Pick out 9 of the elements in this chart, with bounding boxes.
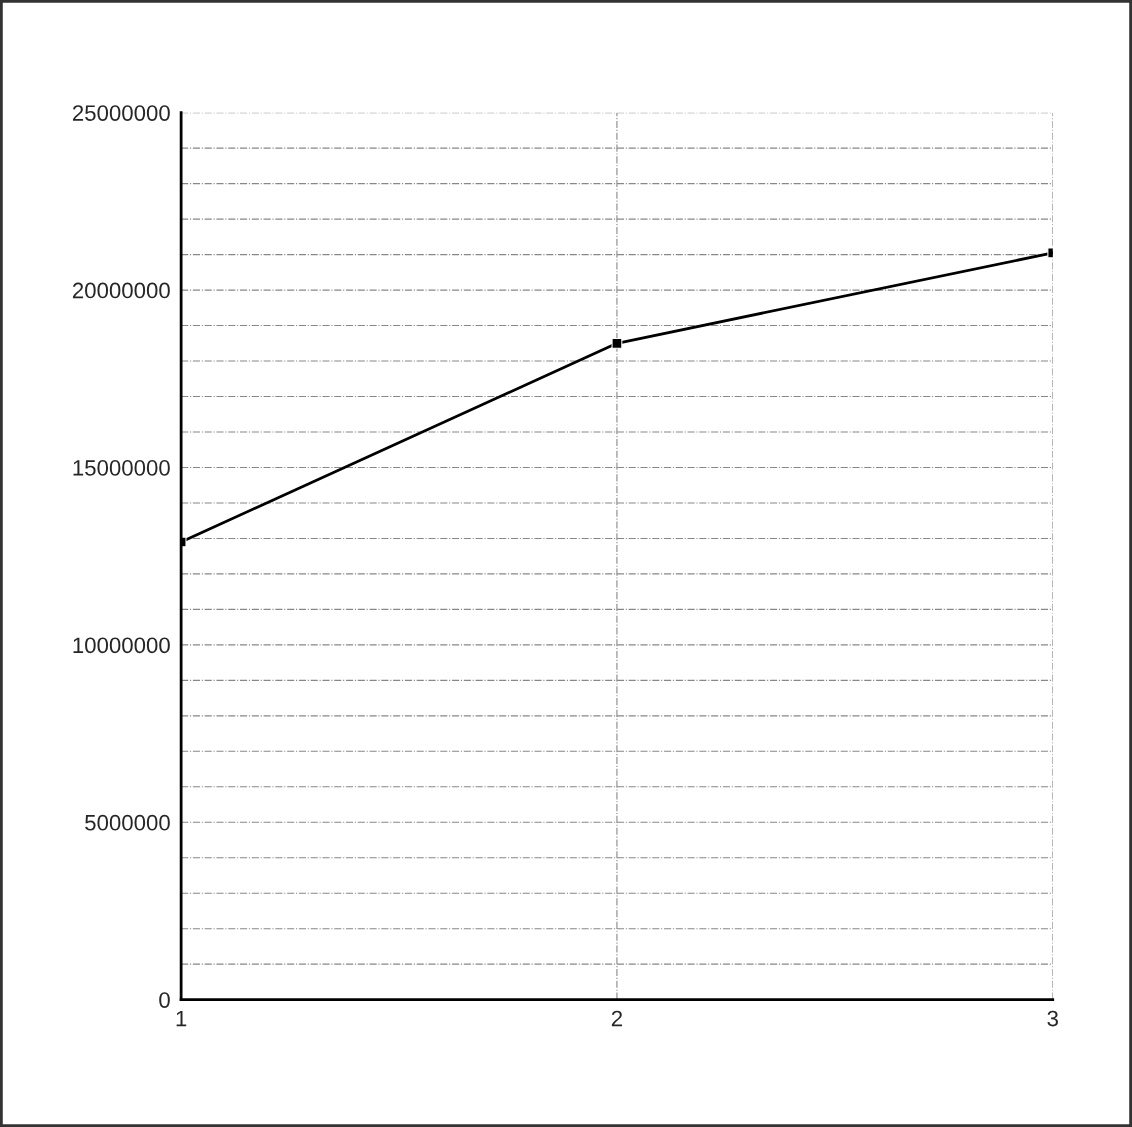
y-tick-label: 20000000	[72, 282, 170, 299]
y-tick-label: 5000000	[85, 814, 170, 831]
y-tick-label: 15000000	[73, 460, 170, 476]
x-tick-label: 3	[1047, 1010, 1058, 1027]
y-tick-label: 10000000	[73, 637, 170, 654]
x-tick-label: 2	[611, 1010, 622, 1027]
y-tick-label: 0	[159, 992, 170, 1008]
x-tick-label: 1	[176, 1010, 187, 1027]
y-tick-label: 25000000	[72, 105, 170, 121]
